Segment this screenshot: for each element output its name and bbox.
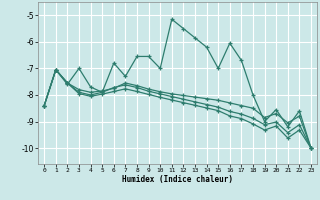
X-axis label: Humidex (Indice chaleur): Humidex (Indice chaleur) [122, 175, 233, 184]
